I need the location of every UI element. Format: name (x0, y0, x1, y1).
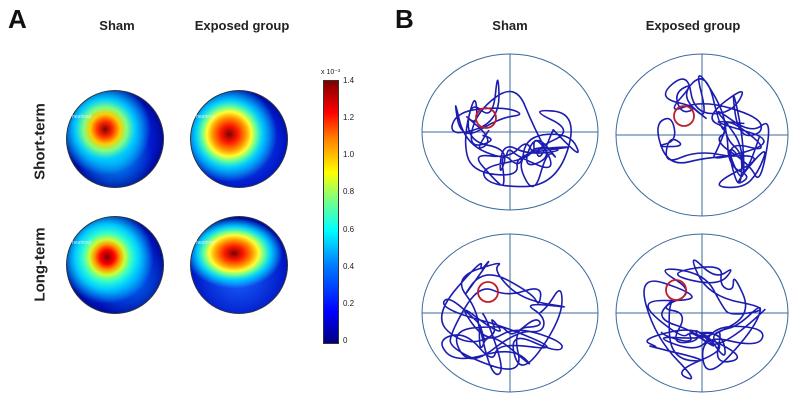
colorbar-tick: 0.4 (343, 262, 355, 271)
platform-target (665, 279, 687, 301)
colorbar-tick: 0.8 (343, 187, 355, 196)
track-exposed-long (615, 233, 789, 393)
heatmap-tag: heatmap (72, 114, 92, 120)
swim-path (643, 259, 766, 380)
swim-path (451, 79, 579, 188)
heatmap-tag: heatmap (196, 114, 216, 120)
colorbar-tick: 1.0 (343, 150, 355, 159)
platform-target (477, 281, 499, 303)
heatmap-sham-long: heatmap (66, 216, 164, 314)
heatmap-tag: heatmap (72, 240, 92, 246)
panel-b-col-exposed: Exposed group (645, 18, 741, 33)
panel-a-col-sham: Sham (99, 18, 135, 33)
heatmap-sham-short: heatmap (66, 90, 164, 188)
track-sham-long (421, 233, 599, 393)
panel-b-col-sham: Sham (492, 18, 528, 33)
colorbar-multiplier: x 10⁻³ (321, 69, 341, 76)
platform-target (475, 107, 497, 129)
panel-a-row-short: Short-term (31, 103, 49, 180)
colorbar-tick: 1.4 (343, 76, 355, 85)
panel-a-col-exposed: Exposed group (194, 18, 290, 33)
swim-path (657, 75, 770, 189)
track-exposed-short (615, 53, 789, 217)
panel-a-row-long: Long-term (31, 227, 49, 302)
colorbar-tick: 0.2 (343, 299, 355, 308)
swim-path (440, 260, 566, 376)
track-sham-short (421, 53, 599, 211)
colorbar-tick: 0 (343, 336, 348, 345)
colorbar-tick: 1.2 (343, 113, 355, 122)
colorbar (323, 80, 339, 344)
platform-target (673, 105, 695, 127)
heatmap-tag: heatmap (196, 240, 216, 246)
heatmap-exposed-long: heatmap (190, 216, 288, 314)
heatmap-exposed-short: heatmap (190, 90, 288, 188)
panel-a-letter: A (8, 4, 27, 34)
colorbar-tick: 0.6 (343, 225, 355, 234)
panel-b-letter: B (395, 4, 414, 34)
